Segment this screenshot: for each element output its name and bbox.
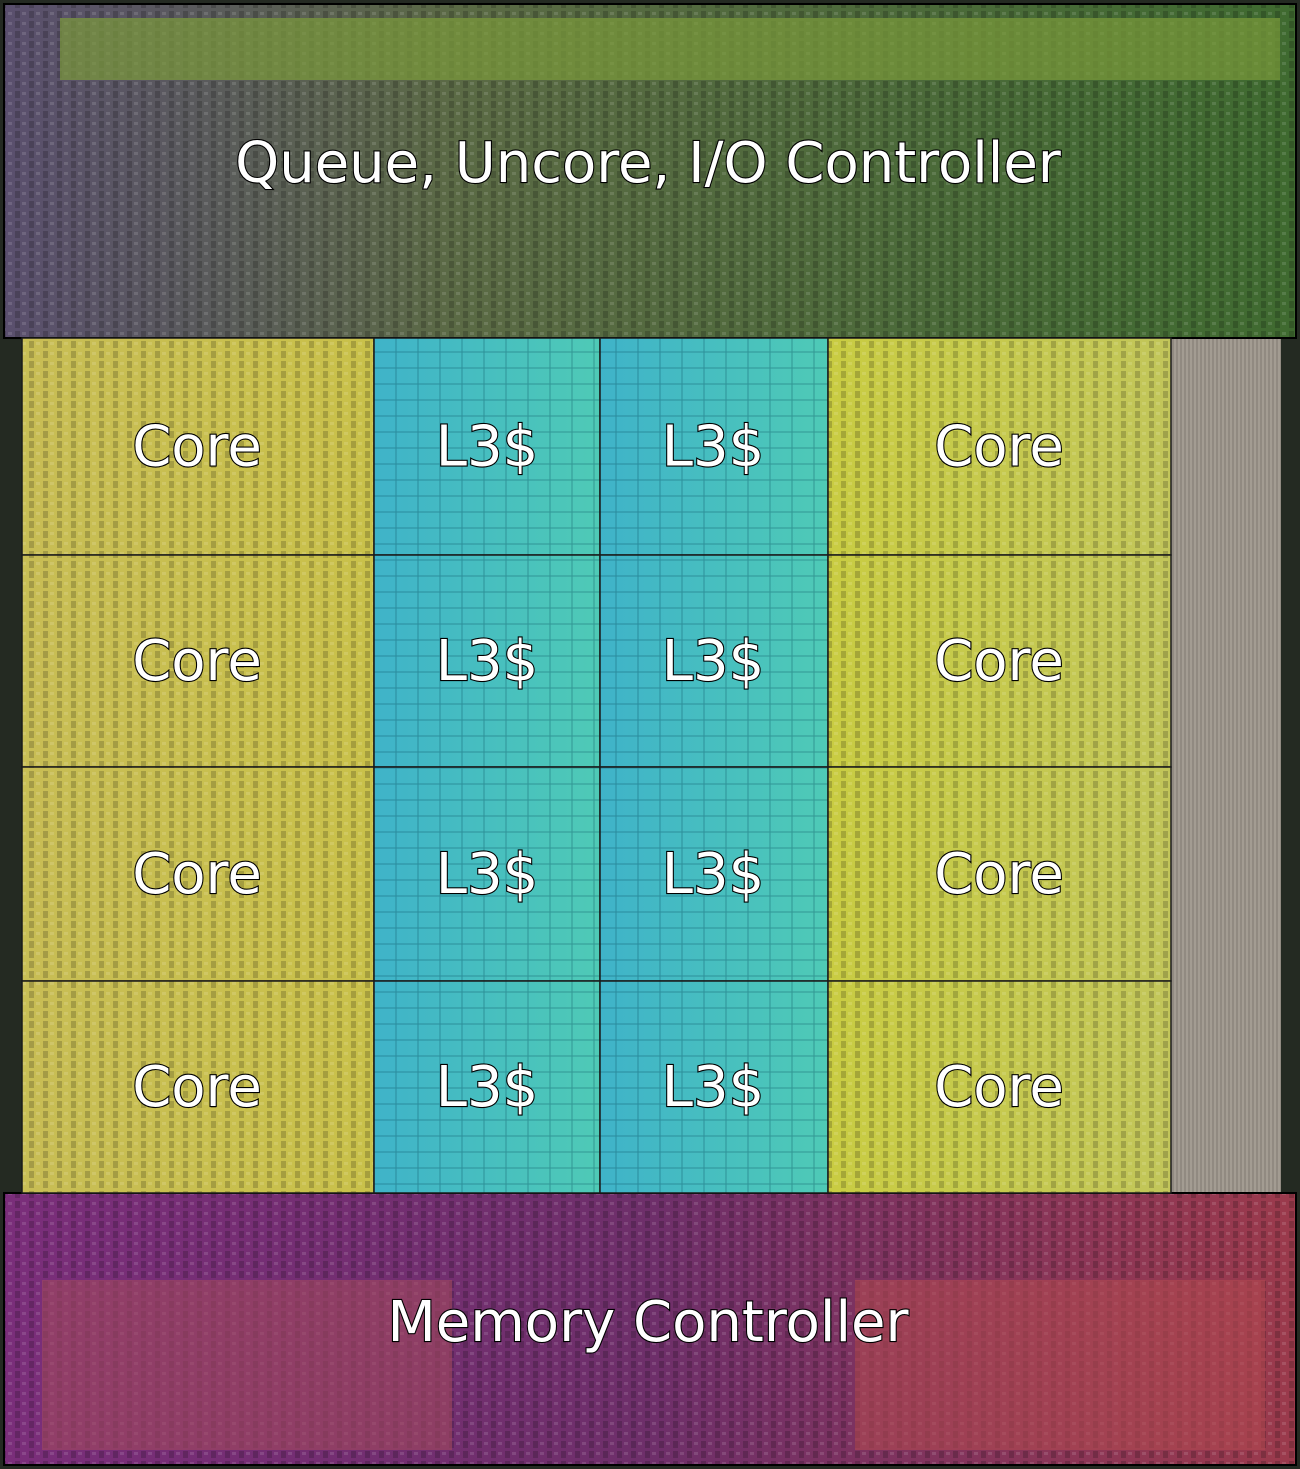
- l3-cache-label: L3$: [436, 842, 538, 907]
- l3-cache-texture: [600, 767, 828, 981]
- core-label: Core: [934, 415, 1064, 480]
- core-label: Core: [934, 842, 1064, 907]
- core-texture: [22, 338, 374, 555]
- core-texture: [828, 555, 1171, 767]
- l3-cache-texture: [374, 338, 600, 555]
- l3-cache-label: L3$: [662, 415, 764, 480]
- core-texture: [828, 981, 1171, 1193]
- l3-cache-label: L3$: [662, 629, 764, 694]
- core-texture: [828, 767, 1171, 981]
- uncore-label: Queue, Uncore, I/O Controller: [235, 131, 1062, 196]
- core-label: Core: [934, 629, 1064, 694]
- core-texture: [22, 767, 374, 981]
- core-label: Core: [132, 415, 262, 480]
- l3-cache-texture: [600, 981, 828, 1193]
- core-label: Core: [132, 842, 262, 907]
- memory-block: [855, 1280, 1265, 1450]
- core-texture: [828, 338, 1171, 555]
- l3-cache-label: L3$: [662, 842, 764, 907]
- l3-cache-label: L3$: [436, 415, 538, 480]
- memory-block: [42, 1280, 452, 1450]
- core-label: Core: [132, 1055, 262, 1120]
- core-texture: [22, 981, 374, 1193]
- l3-cache-texture: [374, 767, 600, 981]
- core-label: Core: [132, 629, 262, 694]
- l3-cache-label: L3$: [436, 1055, 538, 1120]
- l3-cache-label: L3$: [662, 1055, 764, 1120]
- core-label: Core: [934, 1055, 1064, 1120]
- l3-cache-label: L3$: [436, 629, 538, 694]
- l3-cache-texture: [374, 555, 600, 767]
- l3-cache-texture: [374, 981, 600, 1193]
- io-strip: [60, 18, 1280, 80]
- side-strip-texture: [1171, 338, 1281, 1193]
- core-texture: [22, 555, 374, 767]
- l3-cache-texture: [600, 338, 828, 555]
- memory-label: Memory Controller: [387, 1290, 909, 1355]
- l3-cache-texture: [600, 555, 828, 767]
- core-border: [827, 980, 1172, 1194]
